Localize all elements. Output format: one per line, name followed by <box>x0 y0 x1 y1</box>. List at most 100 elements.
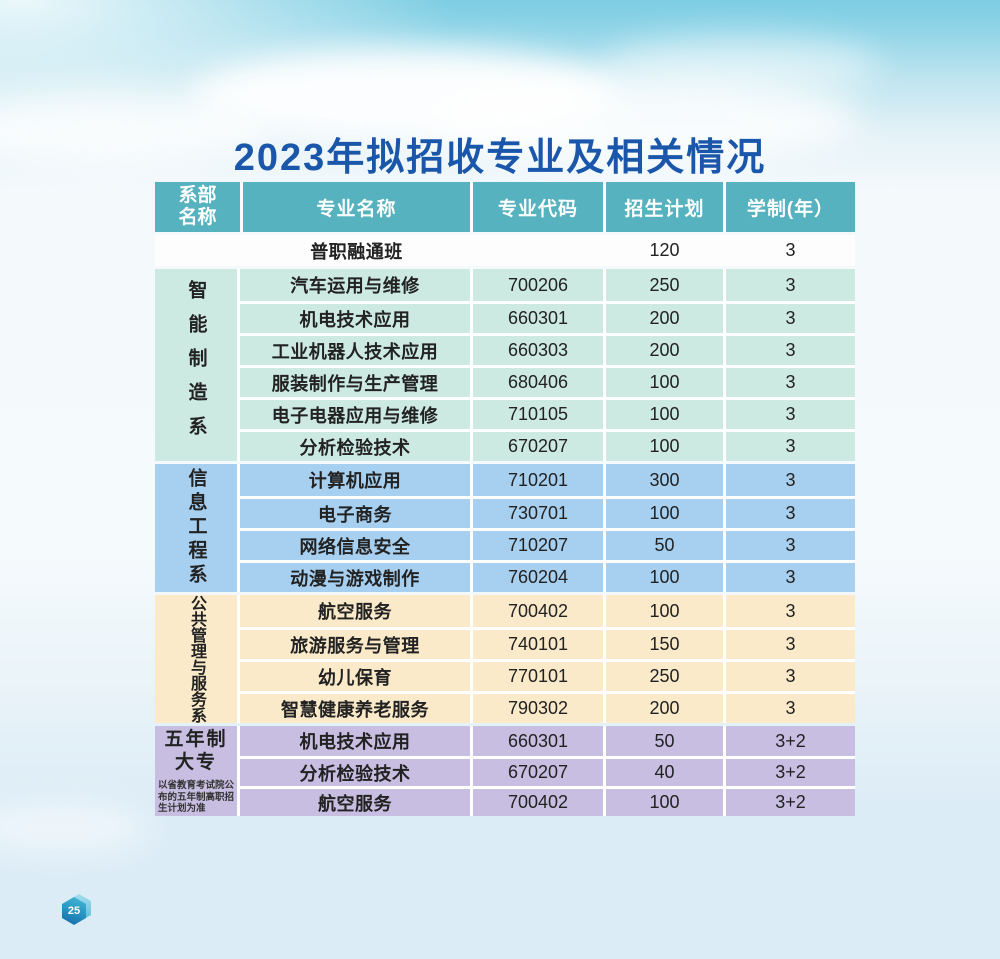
table-row: 工业机器人技术应用 660303 200 3 <box>240 333 855 365</box>
table-row: 机电技术应用 660301 50 3+2 <box>240 726 855 756</box>
section-five-year-college: 五年制 大专 以省教育考试院公布的五年制高职招生计划为准 机电技术应用 6603… <box>155 726 855 816</box>
section-rows: 机电技术应用 660301 50 3+2 分析检验技术 670207 40 3+… <box>240 726 855 816</box>
cell-major: 分析检验技术 <box>299 763 411 784</box>
section-label: 智能制造系 <box>185 280 207 450</box>
cell-plan: 100 <box>603 368 723 397</box>
cell-code: 770101 <box>470 662 603 691</box>
cell-plan: 200 <box>603 336 723 365</box>
table-row: 计算机应用 710201 300 3 <box>240 464 855 496</box>
cell-years: 3+2 <box>723 789 855 816</box>
cell-plan: 300 <box>603 464 723 496</box>
header-major: 专业名称 <box>240 182 470 232</box>
cell-plan: 100 <box>603 595 723 627</box>
cell-code: 660301 <box>470 726 603 756</box>
table-row: 网络信息安全 710207 50 3 <box>240 528 855 560</box>
enrollment-table: 系部 名称 专业名称 专业代码 招生计划 学制(年） 普职融通班 120 3 智… <box>155 182 855 816</box>
cell-plan: 100 <box>603 400 723 429</box>
section-label-cell: 公共管理与服务系 <box>155 595 240 723</box>
cell-major: 航空服务 <box>318 602 392 622</box>
cell-major: 电子电器应用与维修 <box>271 405 439 426</box>
cell-code: 740101 <box>470 630 603 659</box>
section-label: 公共管理与服务系 <box>188 595 205 723</box>
header-plan: 招生计划 <box>603 182 723 232</box>
cell-plan: 100 <box>603 563 723 592</box>
cell-code: 660301 <box>470 304 603 333</box>
cell-plan: 120 <box>649 240 680 260</box>
cell-plan: 250 <box>603 269 723 301</box>
table-row: 智慧健康养老服务 790302 200 3 <box>240 691 855 723</box>
cell-years: 3 <box>723 336 855 365</box>
table-row: 机电技术应用 660301 200 3 <box>240 301 855 333</box>
cell-code: 660303 <box>470 336 603 365</box>
page-title: 2023年拟招收专业及相关情况 <box>233 137 767 179</box>
cell-plan: 200 <box>603 304 723 333</box>
cell-plan: 250 <box>603 662 723 691</box>
cell-major: 机电技术应用 <box>299 732 411 752</box>
cell-major: 分析检验技术 <box>299 437 411 458</box>
cloud-decoration <box>0 92 270 167</box>
table-row: 服装制作与生产管理 680406 100 3 <box>240 365 855 397</box>
cell-code: 700402 <box>470 789 603 816</box>
cell-years: 3 <box>723 499 855 528</box>
cell-major: 网络信息安全 <box>299 536 411 557</box>
cell-years: 3 <box>723 400 855 429</box>
cell-plan: 40 <box>603 759 723 786</box>
cell-years: 3 <box>723 595 855 627</box>
table-row: 汽车运用与维修 700206 250 3 <box>240 269 855 301</box>
cell-years: 3+2 <box>723 759 855 786</box>
cell-major: 机电技术应用 <box>299 309 411 330</box>
cell-major: 服装制作与生产管理 <box>271 373 439 394</box>
cell-plan: 50 <box>603 531 723 560</box>
cell-years: 3+2 <box>723 726 855 756</box>
cell-years: 3 <box>723 662 855 691</box>
cell-code: 760204 <box>470 563 603 592</box>
cell-years: 3 <box>723 432 855 461</box>
section-rows: 汽车运用与维修 700206 250 3 机电技术应用 660301 200 3… <box>240 269 855 461</box>
section-information-engineering: 信息工程系 计算机应用 710201 300 3 电子商务 730701 100… <box>155 464 855 592</box>
cell-code: 730701 <box>470 499 603 528</box>
section-label-cell: 五年制 大专 以省教育考试院公布的五年制高职招生计划为准 <box>155 726 240 816</box>
cell-plan: 100 <box>603 499 723 528</box>
table-row: 普职融通班 120 3 <box>155 235 855 266</box>
section-label-cell: 信息工程系 <box>155 464 240 592</box>
cell-major: 幼儿保育 <box>318 667 392 688</box>
cell-code: 710207 <box>470 531 603 560</box>
section-label-cell: 智能制造系 <box>155 269 240 461</box>
cell-years: 3 <box>723 630 855 659</box>
cell-code: 700402 <box>470 595 603 627</box>
cell-major: 工业机器人技术应用 <box>271 341 439 362</box>
cell-code: 790302 <box>470 694 603 723</box>
table-row: 动漫与游戏制作 760204 100 3 <box>240 560 855 592</box>
cell-plan: 150 <box>603 630 723 659</box>
cell-plan: 100 <box>603 789 723 816</box>
cell-code: 710201 <box>470 464 603 496</box>
section-note: 以省教育考试院公布的五年制高职招生计划为准 <box>158 780 235 814</box>
section-label: 五年制 大专 <box>164 728 228 774</box>
cell-code: 670207 <box>470 759 603 786</box>
cell-code: 710105 <box>470 400 603 429</box>
cell-plan: 50 <box>603 726 723 756</box>
cell-plan: 100 <box>603 432 723 461</box>
table-row: 分析检验技术 670207 100 3 <box>240 429 855 461</box>
table-row: 幼儿保育 770101 250 3 <box>240 659 855 691</box>
table-header-row: 系部 名称 专业名称 专业代码 招生计划 学制(年） <box>155 182 855 232</box>
page-number: 25 <box>67 905 81 917</box>
cell-major: 旅游服务与管理 <box>290 635 420 656</box>
section-rows: 航空服务 700402 100 3 旅游服务与管理 740101 150 3 幼… <box>240 595 855 723</box>
cell-years: 3 <box>723 531 855 560</box>
cell-years: 3 <box>723 563 855 592</box>
cell-major: 普职融通班 <box>310 241 403 262</box>
section-rows: 计算机应用 710201 300 3 电子商务 730701 100 3 网络信… <box>240 464 855 592</box>
cell-years: 3 <box>723 368 855 397</box>
cell-code: 670207 <box>470 432 603 461</box>
header-years: 学制(年） <box>723 182 855 232</box>
cell-years: 3 <box>723 694 855 723</box>
page-number-badge: 25 <box>62 894 91 925</box>
cell-code: 700206 <box>470 269 603 301</box>
cell-major: 航空服务 <box>318 793 392 814</box>
table-row: 电子电器应用与维修 710105 100 3 <box>240 397 855 429</box>
table-row: 旅游服务与管理 740101 150 3 <box>240 627 855 659</box>
cell-years: 3 <box>723 464 855 496</box>
cell-major: 动漫与游戏制作 <box>290 568 420 589</box>
cell-years: 3 <box>723 304 855 333</box>
